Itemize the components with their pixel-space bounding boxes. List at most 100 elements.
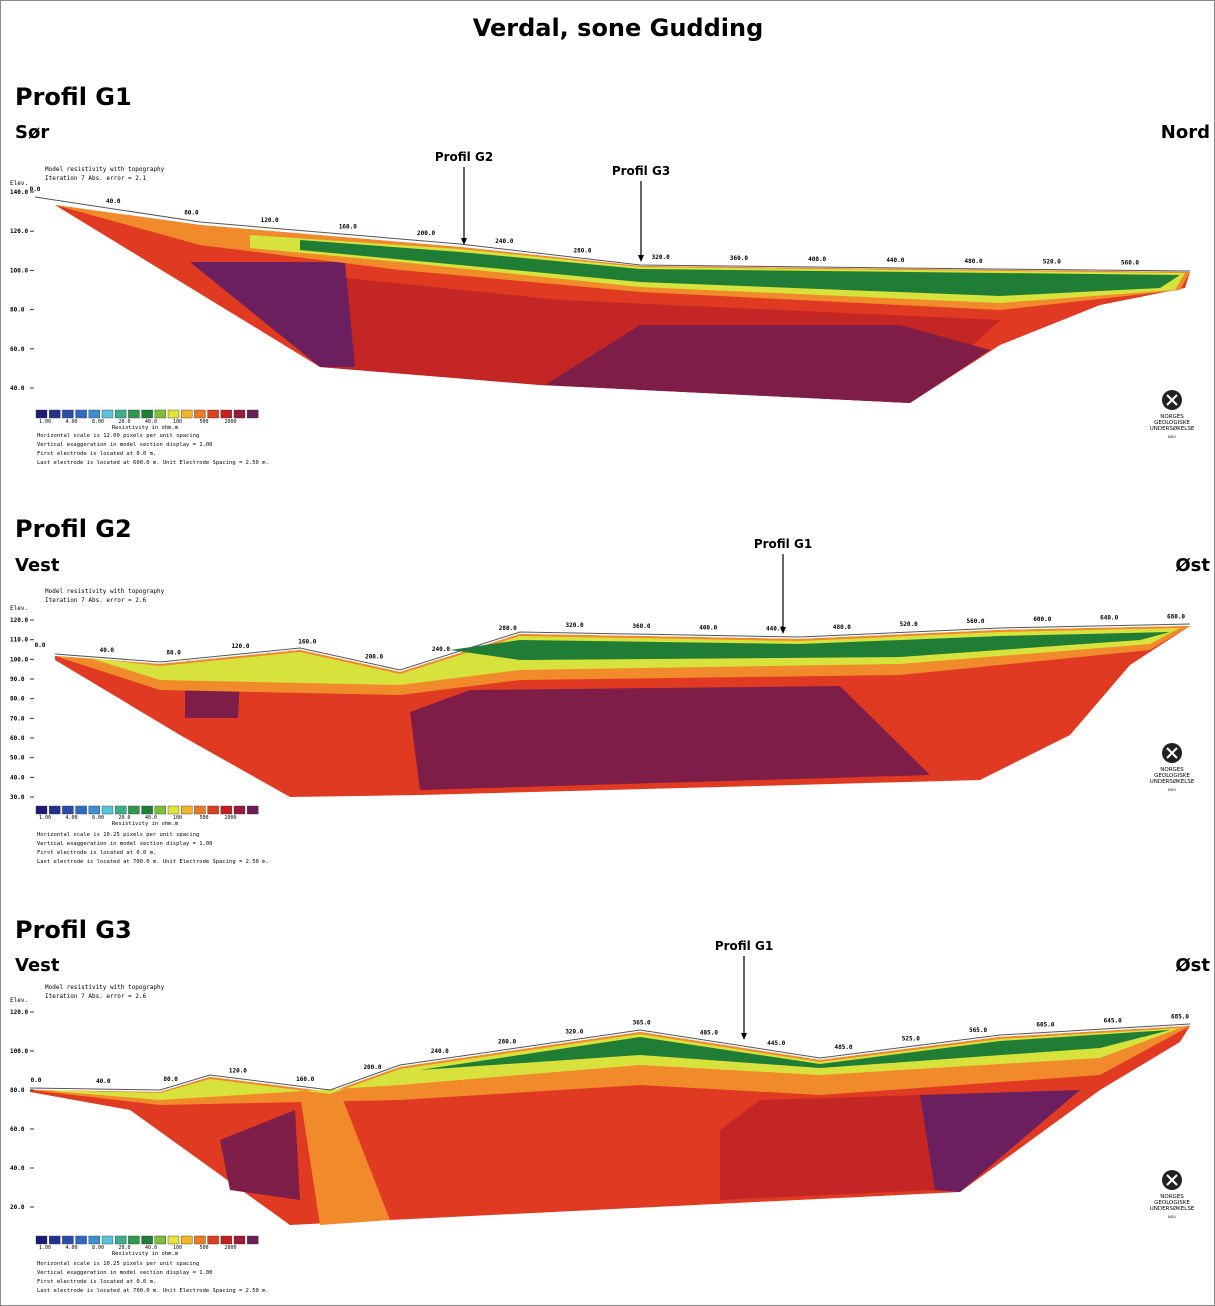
distance-label: 80.0	[184, 210, 199, 217]
resistivity-zone	[410, 686, 930, 790]
legend-tick-label: 100	[173, 1245, 182, 1251]
distance-label: 120.0	[231, 643, 249, 650]
legend-swatch	[194, 409, 206, 419]
header-line: Model resistivity with topography	[45, 588, 165, 595]
legend-swatch	[62, 409, 74, 419]
distance-label: 120.0	[229, 1067, 247, 1074]
legend-title: Resistivity in ohm.m	[112, 1251, 179, 1257]
distance-label: 240.0	[495, 238, 513, 245]
distance-label: 365.0	[633, 1019, 651, 1026]
note-line: Vertical exaggeration in model section d…	[37, 1270, 213, 1276]
profile: Profil G1 Sør Nord Model resistivity with t…	[10, 83, 1210, 466]
distance-label: 0.0	[31, 1077, 42, 1084]
distance-label: 280.0	[498, 1038, 516, 1045]
profile: Profil G3 Vest Øst Model resistivity with t…	[10, 916, 1210, 1294]
distance-label: 440.0	[766, 626, 784, 633]
elev-tick-label: 80.0	[10, 1087, 25, 1094]
distance-label: 480.0	[965, 258, 983, 265]
legend-swatch	[128, 805, 140, 815]
elev-tick-label: 80.0	[10, 696, 25, 703]
direction-right: Øst	[1175, 955, 1210, 976]
legend-tick-label: 500	[199, 1245, 208, 1251]
distance-label: 400.0	[808, 256, 826, 263]
legend-tick-label: 4.00	[65, 815, 77, 821]
legend-swatch	[154, 1235, 167, 1245]
note-line: Vertical exaggeration in model section d…	[37, 442, 213, 448]
legend-tick-label: 40.0	[145, 419, 157, 425]
distance-label: 160.0	[296, 1076, 314, 1083]
legend-swatch	[88, 409, 101, 419]
legend-swatch	[141, 805, 153, 815]
logo-text: UNDERSØKELSE	[1150, 425, 1195, 432]
legend-swatch	[180, 409, 193, 419]
resistivity-zone	[220, 1110, 300, 1200]
distance-label: 240.0	[431, 1048, 449, 1055]
legend-swatch	[101, 409, 114, 419]
logo-text: GEOLOGISKE	[1154, 1200, 1190, 1206]
distance-label: 320.0	[652, 254, 670, 261]
legend-swatch	[154, 409, 167, 419]
legend-tick-label: 2000	[224, 815, 236, 821]
elev-tick-label: 30.0	[10, 794, 25, 801]
profile-marker: Profil G1	[754, 537, 812, 551]
distance-label: 400.0	[699, 624, 717, 631]
direction-right: Nord	[1161, 122, 1210, 143]
legend-swatch	[233, 1235, 246, 1245]
legend-swatch	[128, 1235, 140, 1245]
legend-tick-label: 2000	[224, 419, 236, 425]
elev-label: Elev.	[10, 997, 28, 1004]
distance-label: 600.0	[1033, 616, 1051, 623]
distance-label: 0.0	[30, 186, 41, 193]
legend-tick-label: 1.00	[39, 815, 51, 821]
distance-label: 320.0	[565, 1029, 583, 1036]
note-line: First electrode is located at 0.0 m.	[37, 850, 156, 856]
note-line: First electrode is located at 0.0 m.	[37, 1279, 156, 1285]
legend-swatch	[246, 805, 259, 815]
legend-tick-label: 8.00	[92, 815, 104, 821]
legend-swatch	[114, 1235, 127, 1245]
distance-label: 280.0	[573, 247, 591, 254]
elev-tick-label: 80.0	[10, 307, 25, 314]
distance-label: 440.0	[886, 257, 904, 264]
distance-label: 680.0	[1167, 613, 1185, 620]
direction-right: Øst	[1175, 555, 1210, 576]
topography	[34, 196, 1191, 272]
distance-label: 200.0	[363, 1064, 381, 1071]
profile-marker: Profil G1	[715, 939, 773, 953]
note-line: Horizontal scale is 10.25 pixels per uni…	[37, 1261, 199, 1267]
legend-swatch	[35, 1235, 48, 1245]
legend-tick-label: 40.0	[145, 1245, 157, 1251]
legend-swatch	[75, 409, 87, 419]
legend-title: Resistivity in ohm.m	[112, 425, 179, 431]
legend-swatch	[167, 409, 180, 419]
distance-label: 565.0	[969, 1027, 987, 1034]
distance-label: 160.0	[339, 224, 357, 231]
legend-tick-label: 4.00	[65, 1245, 77, 1251]
legend-swatch	[207, 805, 219, 815]
header-line: Iteration 7 Abs. error = 2.6	[45, 597, 147, 604]
header-line: Iteration 7 Abs. error = 2.1	[45, 175, 147, 182]
elev-tick-label: 20.0	[10, 1204, 25, 1211]
legend-swatch	[114, 409, 127, 419]
logo-text: NORGES	[1160, 767, 1184, 773]
logo-glyph	[1166, 1174, 1178, 1186]
profile: Profil G2 Vest Øst Model resistivity with t…	[10, 515, 1210, 865]
resistivity-zone	[190, 262, 355, 367]
distance-label: 560.0	[1121, 259, 1139, 266]
distance-label: 40.0	[100, 647, 115, 654]
legend-swatch	[75, 805, 87, 815]
legend-swatch	[180, 1235, 193, 1245]
logo-text: UNDERSØKELSE	[1150, 778, 1195, 785]
header-line: Model resistivity with topography	[45, 984, 165, 991]
distance-label: 200.0	[417, 230, 435, 237]
legend-tick-label: 40.0	[145, 815, 157, 821]
elev-tick-label: 50.0	[10, 755, 25, 762]
logo-text: NORGES	[1160, 1194, 1184, 1200]
legend-swatch	[220, 805, 233, 815]
distance-label: 80.0	[166, 650, 181, 657]
elev-tick-label: 40.0	[10, 774, 25, 781]
legend-swatch	[49, 409, 61, 419]
header-line: Model resistivity with topography	[45, 166, 165, 173]
legend-tick-label: 20.0	[118, 1245, 130, 1251]
distance-label: 685.0	[1171, 1014, 1189, 1021]
